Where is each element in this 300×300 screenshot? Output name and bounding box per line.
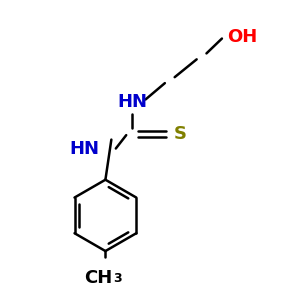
Text: 3: 3 bbox=[114, 272, 122, 286]
Text: CH: CH bbox=[84, 269, 112, 287]
Text: S: S bbox=[174, 125, 187, 143]
Text: HN: HN bbox=[117, 93, 147, 111]
Text: HN: HN bbox=[70, 140, 100, 158]
Text: OH: OH bbox=[227, 28, 257, 46]
